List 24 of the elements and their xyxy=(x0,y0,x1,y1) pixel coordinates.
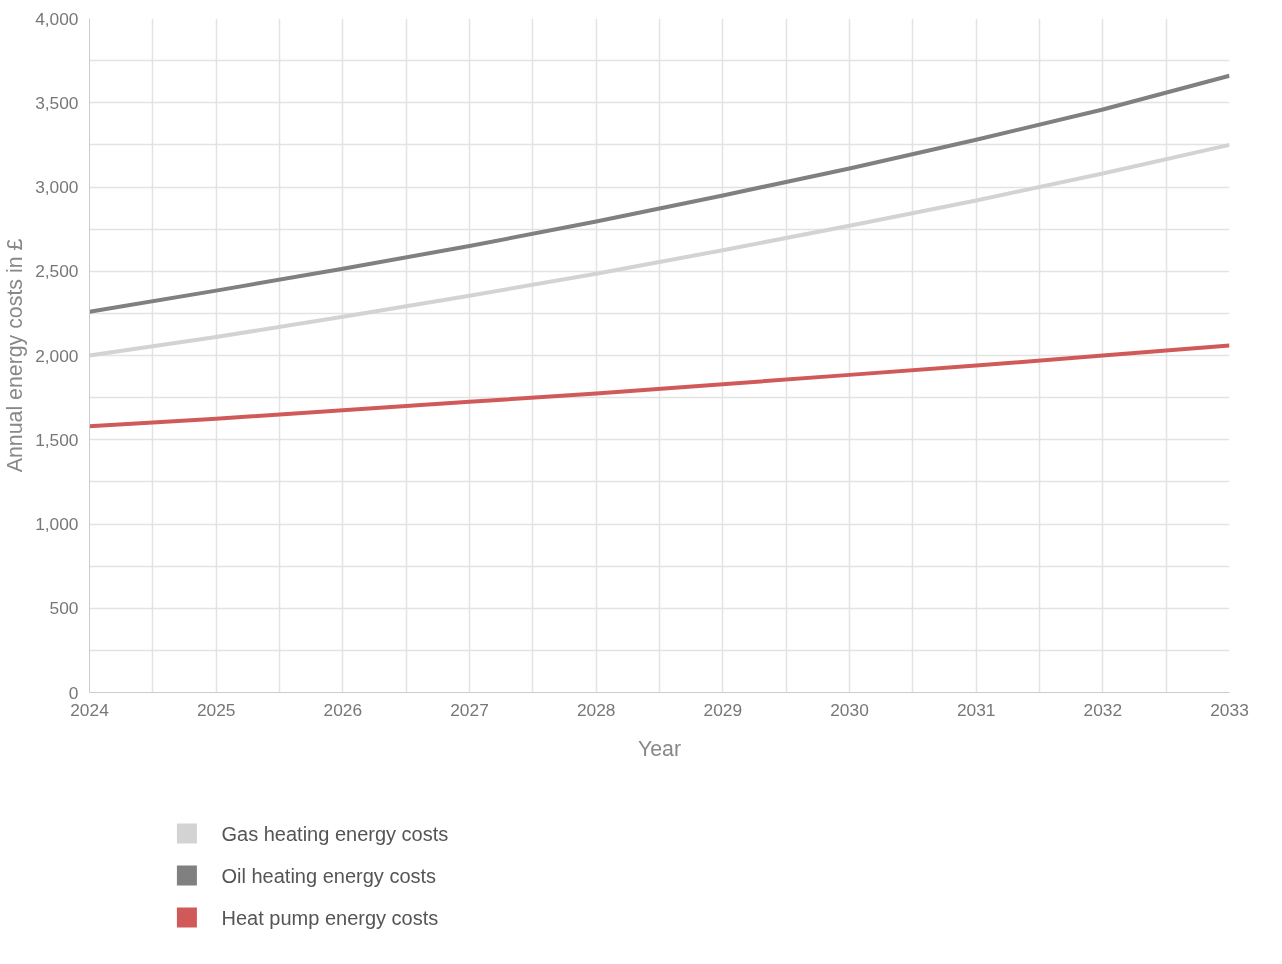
y-axis-title: Annual energy costs in £ xyxy=(3,238,28,473)
legend-label: Oil heating energy costs xyxy=(221,864,437,887)
y-tick-label: 2,000 xyxy=(35,345,79,366)
legend-label: Heat pump energy costs xyxy=(221,906,439,929)
x-tick-label: 2031 xyxy=(956,699,996,720)
text: 1,000 xyxy=(35,514,79,534)
x-tick-label: 2032 xyxy=(1083,699,1123,720)
y-tick-label: 1,500 xyxy=(35,429,79,450)
x-tick-label: 2029 xyxy=(703,699,743,720)
x-tick-label: 2027 xyxy=(450,699,489,720)
x-tick-label: 2026 xyxy=(323,699,363,720)
x-axis-title: Year xyxy=(637,736,682,761)
y-tick-label: 3,500 xyxy=(35,92,79,113)
x-tick-label: 2030 xyxy=(830,699,869,720)
x-tick-label: 2028 xyxy=(576,699,616,720)
x-tick-label: 2025 xyxy=(196,699,236,720)
y-tick-label: 4,000 xyxy=(35,8,79,29)
line-series xyxy=(89,73,1230,314)
x-tick-label: 2033 xyxy=(1210,699,1249,720)
y-tick-label: 500 xyxy=(49,598,79,619)
legend-label: Gas heating energy costs xyxy=(221,822,449,845)
y-tick-label: 2,500 xyxy=(35,261,79,282)
line-series xyxy=(89,343,1230,429)
y-tick-label: 3,000 xyxy=(35,177,79,197)
